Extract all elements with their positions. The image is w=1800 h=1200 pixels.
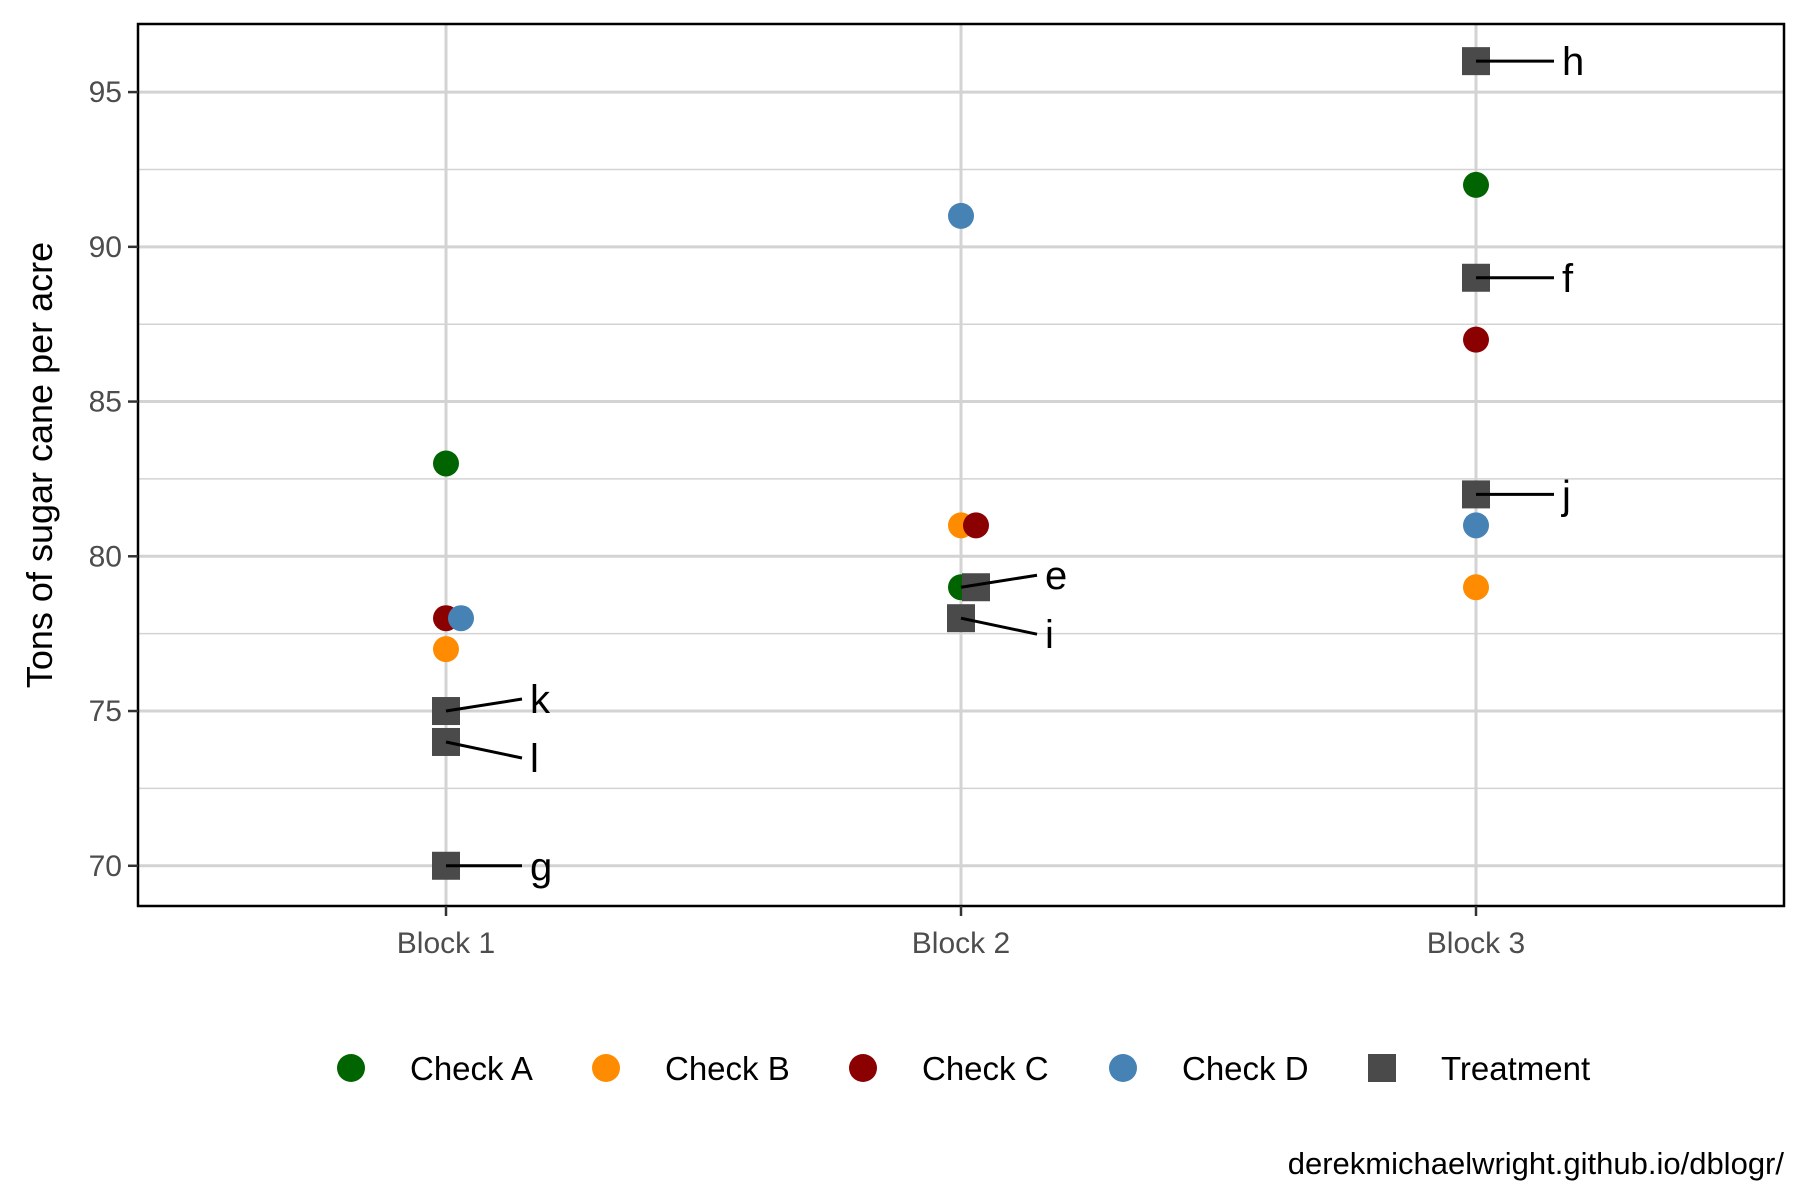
y-tick-label: 90 [89,231,122,264]
point-check-d [948,202,974,229]
legend-label-check-a: Check A [410,1050,533,1087]
y-axis-label: Tons of sugar cane per acre [19,242,60,688]
y-tick-label: 75 [89,695,122,728]
legend-label-check-d: Check D [1182,1050,1309,1087]
x-tick-label: Block 3 [1427,927,1525,960]
y-tick-label: 95 [89,76,122,109]
treatment-labels: kl g ei h f j [445,40,1584,889]
legend-label-check-c: Check C [922,1050,1049,1087]
x-tick-label: Block 1 [397,927,495,960]
point-check-a [433,450,459,477]
treatment-label: e [1045,554,1067,598]
legend-key-check-c [849,1054,877,1082]
treatment-label: h [1562,40,1584,84]
point-check-d [448,605,474,632]
caption: derekmichaelwright.github.io/dblogr/ [1288,1146,1785,1181]
y-tick-label: 80 [89,540,122,573]
x-axis-ticks: Block 1 Block 2 Block 3 [397,906,1525,960]
treatment-label: f [1562,257,1574,301]
label-connector [960,616,1038,636]
point-check-a [1463,171,1489,198]
point-check-b [433,636,459,663]
y-axis-ticks: 70 75 80 85 90 95 [89,76,138,883]
x-tick-label: Block 2 [912,927,1010,960]
treatment-label: j [1561,473,1571,517]
treatment-label: i [1045,613,1054,657]
legend: Check A Check B Check C Check D Treatment [337,1050,1590,1087]
treatment-label: l [530,737,539,781]
label-connector [445,740,523,760]
point-check-c [963,512,989,539]
legend-key-check-b [592,1054,620,1082]
legend-key-treatment [1368,1054,1396,1082]
legend-label-treatment: Treatment [1441,1050,1590,1087]
legend-key-check-d [1109,1054,1137,1082]
point-check-c [1463,326,1489,353]
treatment-label: g [530,845,552,889]
point-check-d [1463,512,1489,539]
legend-label-check-b: Check B [665,1050,790,1087]
label-connector [960,573,1038,589]
grid-lines [138,24,1784,906]
y-tick-label: 70 [89,850,122,883]
y-tick-label: 85 [89,386,122,419]
treatment-label: k [530,678,551,722]
label-connector [445,697,523,713]
legend-key-check-a [337,1054,365,1082]
point-check-b [1463,574,1489,601]
